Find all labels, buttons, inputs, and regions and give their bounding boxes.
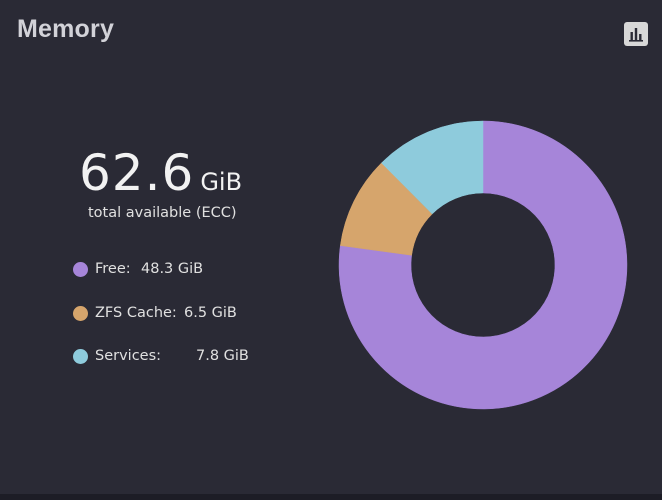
donut-slice-free bbox=[338, 120, 628, 410]
legend-dot-zfs-cache bbox=[73, 306, 88, 321]
total-caption: total available (ECC) bbox=[88, 205, 237, 221]
bottom-strip bbox=[0, 494, 662, 500]
legend-value: 7.8 GiB bbox=[196, 348, 249, 364]
legend-label: Free: bbox=[95, 261, 131, 277]
legend-dot-free bbox=[73, 262, 88, 277]
memory-donut-chart bbox=[338, 120, 628, 410]
card-title: Memory bbox=[17, 15, 115, 43]
legend-label: ZFS Cache: bbox=[95, 305, 177, 321]
legend-dot-services bbox=[73, 349, 88, 364]
legend-value: 6.5 GiB bbox=[184, 305, 237, 321]
donut-slice-services bbox=[381, 120, 484, 215]
chart-view-button[interactable] bbox=[624, 22, 648, 46]
legend-label: Services: bbox=[95, 348, 162, 364]
legend-value: 48.3 GiB bbox=[141, 261, 204, 277]
total-value: 62.6 bbox=[79, 144, 195, 202]
total-unit: GiB bbox=[200, 168, 243, 196]
bar-chart-icon bbox=[629, 28, 643, 42]
total-memory: 62.6 GiB bbox=[79, 144, 242, 202]
